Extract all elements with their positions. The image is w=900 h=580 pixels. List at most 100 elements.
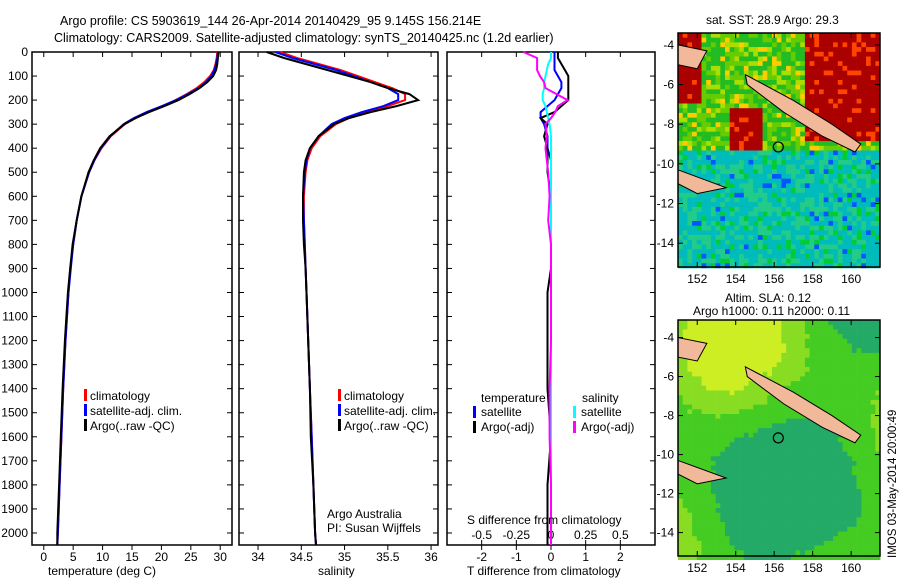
map-cell <box>842 371 848 377</box>
map-cell <box>847 178 853 184</box>
map-cell <box>762 131 768 137</box>
map-cell <box>734 47 740 53</box>
map-cell <box>743 65 749 71</box>
map-cell <box>847 211 853 217</box>
map-cell <box>687 98 693 104</box>
map-cell <box>757 235 763 241</box>
map-cell <box>814 108 820 114</box>
map-cell <box>757 493 763 499</box>
map-cell <box>725 362 730 368</box>
map-cell <box>823 155 829 161</box>
map-cell <box>833 103 839 109</box>
map-cell <box>781 367 787 372</box>
map-cell <box>692 399 698 405</box>
map-cell <box>687 112 693 118</box>
map-cell <box>795 536 801 542</box>
map-cell <box>701 555 707 560</box>
map-cell <box>861 94 867 100</box>
map-cell <box>757 51 763 57</box>
map-cell <box>804 145 810 151</box>
map-cell <box>757 239 763 245</box>
map-cell <box>678 334 683 340</box>
map-cell <box>682 141 688 147</box>
map-cell <box>687 381 693 387</box>
map-cell <box>767 503 773 509</box>
map-cell <box>866 61 871 67</box>
map-cell <box>823 150 829 156</box>
map-cell <box>739 235 745 241</box>
map-cell <box>762 235 768 241</box>
map-cell <box>781 526 787 532</box>
map-cell <box>734 522 740 528</box>
map-cell <box>715 522 721 528</box>
map-cell <box>706 244 712 250</box>
map-cell <box>725 89 730 95</box>
map-cell <box>720 395 726 401</box>
map-cell <box>743 108 749 114</box>
map-cell <box>800 446 806 452</box>
map-cell <box>739 540 745 546</box>
map-cell <box>767 164 773 170</box>
map-cell <box>734 75 740 81</box>
map-cell <box>701 202 707 208</box>
map-cell <box>833 155 839 161</box>
map-cell <box>748 141 754 147</box>
legend-label: Argo(-adj) <box>481 420 534 434</box>
map-cell <box>861 98 867 104</box>
map-cell <box>823 239 829 245</box>
map-cell <box>870 324 876 330</box>
map-cell <box>748 202 754 208</box>
map-cell <box>875 80 881 85</box>
map-cell <box>790 253 796 259</box>
map-cell <box>701 446 707 452</box>
map-cell <box>734 531 740 537</box>
map-cell <box>837 202 843 208</box>
map-cell <box>781 484 787 490</box>
lon-tick-label: 152 <box>687 561 707 575</box>
map-cell <box>678 531 683 537</box>
map-cell <box>687 141 693 147</box>
map-cell <box>837 169 843 175</box>
map-cell <box>790 235 796 241</box>
map-cell <box>696 202 702 208</box>
map-cell <box>866 37 871 43</box>
map-cell <box>804 545 810 551</box>
map-cell <box>828 320 834 325</box>
map-cell <box>701 503 707 509</box>
map-cell <box>706 334 712 340</box>
map-cell <box>866 540 871 546</box>
map-cell <box>800 432 806 438</box>
map-cell <box>851 51 857 57</box>
map-cell <box>795 70 801 76</box>
map-cell <box>739 371 745 377</box>
map-cell <box>734 65 740 71</box>
map-cell <box>715 127 721 132</box>
map-cell <box>729 531 735 537</box>
map-cell <box>729 70 735 76</box>
map-cell <box>706 235 712 241</box>
map-cell <box>729 164 735 170</box>
map-cell <box>814 103 820 109</box>
map-cell <box>753 65 759 71</box>
map-cell <box>856 484 862 490</box>
map-cell <box>767 399 773 405</box>
map-cell <box>790 188 796 194</box>
map-cell <box>823 188 829 194</box>
map-cell <box>772 329 777 335</box>
map-cell <box>804 98 810 104</box>
map-cell <box>767 112 773 118</box>
map-cell <box>781 258 787 264</box>
map-cell <box>692 526 698 532</box>
map-cell <box>823 376 829 382</box>
map-cell <box>870 508 876 513</box>
map-cell <box>710 98 716 104</box>
map-cell <box>790 183 796 189</box>
map-cell <box>776 235 782 241</box>
map-cell <box>706 47 712 53</box>
map-cell <box>696 75 702 81</box>
map-cell <box>828 555 834 560</box>
map-cell <box>809 338 815 344</box>
legend-label: satellite-adj. clim. <box>90 404 182 418</box>
map-cell <box>696 174 702 179</box>
map-cell <box>781 329 787 335</box>
